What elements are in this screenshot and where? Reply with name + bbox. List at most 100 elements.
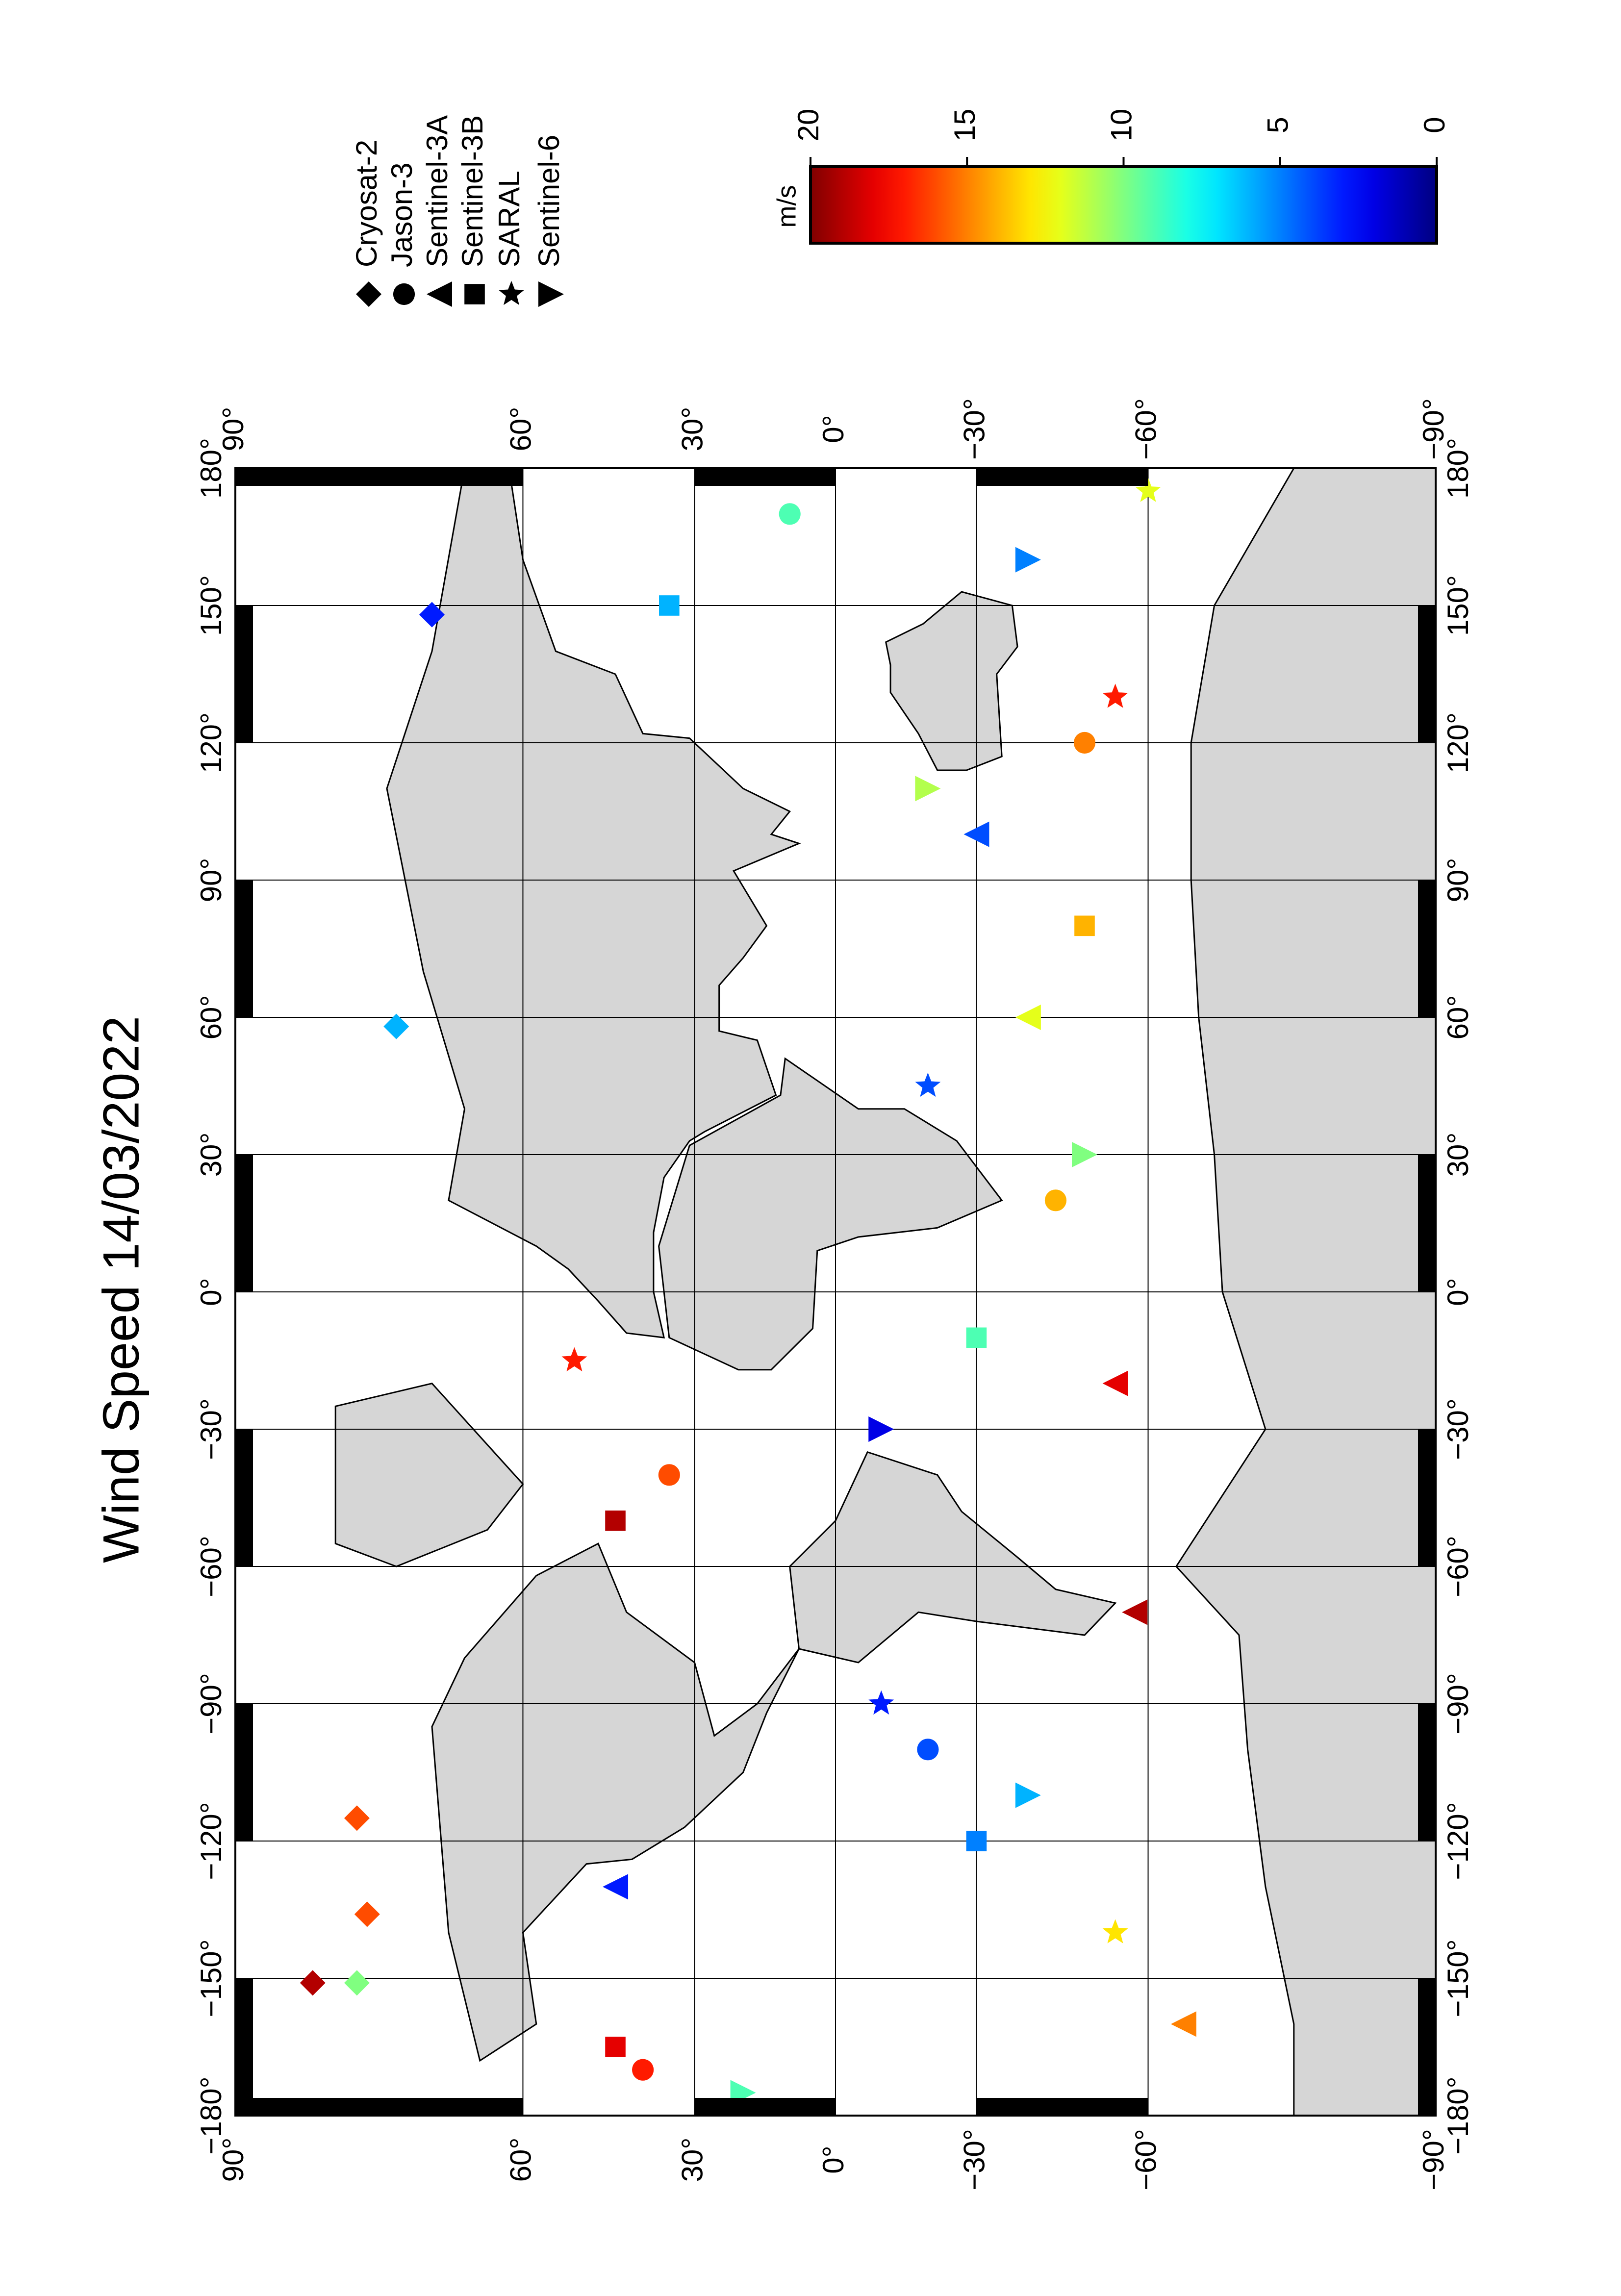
x-tick-label: 30°	[1442, 1133, 1474, 1177]
frame-bar	[1418, 880, 1436, 1017]
x-tick-label: 0°	[1442, 1278, 1474, 1306]
data-point	[1074, 915, 1095, 936]
data-point	[1102, 683, 1128, 708]
frame-bar	[235, 1704, 253, 1841]
y-tick-label: 90°	[217, 407, 250, 452]
y-tick-label: −60°	[1129, 398, 1162, 460]
x-tick-label: 0°	[195, 1278, 228, 1306]
x-tick-label: 60°	[1442, 995, 1474, 1040]
frame-bar	[976, 2098, 1148, 2116]
data-point	[1015, 1782, 1041, 1808]
data-point	[917, 1739, 939, 1761]
legend-label: Sentinel-6	[532, 135, 565, 267]
y-tick-label: 0°	[817, 2145, 850, 2173]
frame-bar	[694, 468, 836, 486]
colorbar-tick-label: 10	[1105, 109, 1138, 142]
data-point	[1071, 1142, 1097, 1167]
data-point	[1135, 478, 1161, 502]
frame-bar	[235, 880, 253, 1017]
map	[235, 467, 1437, 2117]
x-tick-label: −120°	[195, 1802, 228, 1880]
data-point	[605, 2037, 626, 2057]
y-tick-label: 60°	[504, 2138, 537, 2182]
x-tick-label: −60°	[195, 1536, 228, 1597]
y-tick-label: −90°	[1417, 398, 1450, 460]
data-point	[1122, 1599, 1148, 1625]
data-point	[344, 1805, 370, 1831]
x-tick-label: 150°	[195, 575, 228, 636]
frame-bar	[1418, 1155, 1436, 1292]
frame-bar	[694, 2098, 836, 2116]
legend-marker	[356, 281, 381, 307]
frame-bar	[235, 606, 253, 743]
data-point	[1073, 732, 1096, 754]
frame-bar	[1418, 1978, 1436, 2116]
x-tick-label: 150°	[1442, 575, 1474, 636]
colorbar-tick-label: 20	[792, 109, 825, 142]
data-point	[658, 1464, 680, 1486]
data-point	[868, 1690, 894, 1715]
x-tick-label: −180°	[195, 2076, 228, 2154]
y-tick-label: 60°	[504, 407, 537, 452]
x-tick-label: 180°	[1442, 438, 1474, 499]
data-point	[868, 1416, 894, 1442]
y-tick-label: −30°	[958, 2129, 990, 2191]
y-tick-label: −90°	[1417, 2129, 1450, 2191]
data-point	[1102, 1919, 1128, 1943]
x-tick-label: 120°	[195, 712, 228, 773]
legend-label: Sentinel-3B	[456, 115, 489, 267]
legend-marker	[427, 281, 452, 307]
frame-bar	[1418, 1704, 1436, 1841]
x-tick-label: 120°	[1442, 712, 1474, 773]
x-tick-label: −30°	[1442, 1398, 1474, 1460]
data-point	[561, 1347, 587, 1372]
x-tick-label: −180°	[1442, 2076, 1474, 2154]
legend-label: SARAL	[493, 171, 526, 267]
data-point	[603, 1874, 629, 1900]
x-tick-label: 90°	[195, 858, 228, 903]
data-point	[632, 2059, 654, 2081]
y-tick-label: 90°	[217, 2138, 250, 2182]
y-tick-label: 30°	[676, 2138, 709, 2182]
data-point	[1015, 547, 1041, 573]
y-tick-label: 0°	[817, 415, 850, 443]
x-tick-label: 60°	[195, 995, 228, 1040]
x-tick-label: −120°	[1442, 1802, 1474, 1880]
x-tick-label: −150°	[1442, 1939, 1474, 2017]
data-point	[383, 1013, 409, 1039]
data-point	[966, 1327, 987, 1348]
frame-bar	[235, 2098, 523, 2116]
data-point	[1170, 2011, 1196, 2037]
legend-marker	[538, 281, 564, 307]
data-point	[419, 602, 445, 628]
y-tick-label: −30°	[958, 398, 990, 460]
legend-marker	[499, 280, 524, 305]
chart-title: Wind Speed 14/03/2022	[93, 1016, 150, 1563]
frame-bar	[1418, 606, 1436, 743]
x-tick-label: −90°	[195, 1673, 228, 1735]
data-point	[1102, 1370, 1128, 1396]
colorbar-label: m/s	[772, 185, 801, 228]
land	[885, 591, 1018, 771]
data-point	[963, 821, 989, 847]
data-point	[300, 1970, 326, 1996]
data-point	[915, 1072, 941, 1097]
colorbar-tick-label: 5	[1262, 117, 1294, 133]
frame-bar	[235, 1429, 253, 1566]
legend-label: Cryosat-2	[350, 140, 383, 267]
data-point	[1015, 1005, 1041, 1030]
data-point	[915, 776, 941, 802]
x-tick-label: 30°	[195, 1133, 228, 1177]
y-tick-label: −60°	[1129, 2129, 1162, 2191]
x-tick-label: −60°	[1442, 1536, 1474, 1597]
frame-bar	[1418, 1429, 1436, 1566]
x-tick-label: −30°	[195, 1398, 228, 1460]
x-tick-label: −150°	[195, 1939, 228, 2017]
colorbar-tick-label: 0	[1418, 117, 1451, 133]
x-tick-label: 180°	[195, 438, 228, 499]
frame-bar	[235, 468, 523, 486]
colorbar-tick-label: 15	[948, 109, 981, 142]
data-point	[605, 1510, 626, 1531]
data-point	[779, 503, 801, 525]
